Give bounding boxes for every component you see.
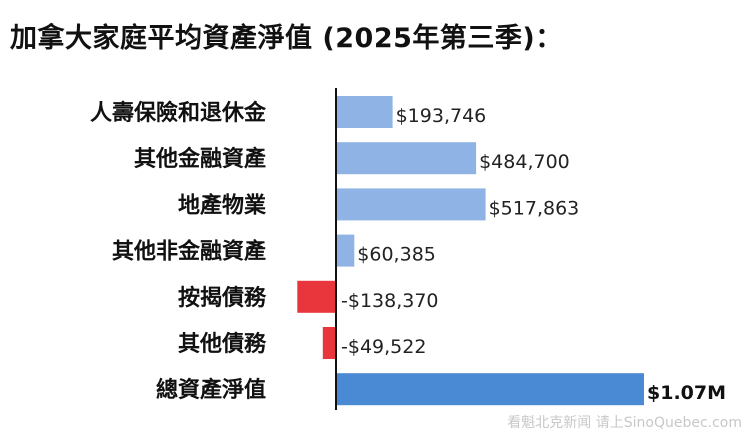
- bar-4: [297, 280, 337, 313]
- bar-0: [337, 96, 393, 128]
- category-label-3: 其他非金融資產: [112, 239, 266, 265]
- bar-6: [337, 373, 644, 406]
- category-label-1: 其他金融資產: [134, 146, 266, 172]
- bars-layer: [297, 96, 644, 406]
- bar-1: [337, 142, 477, 175]
- bar-2: [337, 188, 486, 221]
- bar-3: [337, 234, 355, 267]
- category-label-2: 地產物業: [178, 192, 267, 218]
- value-label-5: -$49,522: [341, 336, 426, 358]
- watermark: 看魁北克新闻 请上SinoQuebec.com: [507, 415, 742, 431]
- category-label-4: 按揭債務: [178, 285, 267, 311]
- labels-layer: 人壽保險和退休金 $193,746 其他金融資產 $484,700 地產物業 $517,8…: [90, 100, 726, 404]
- value-label-0: $193,746: [396, 105, 487, 127]
- category-label-5: 其他債務: [178, 331, 267, 357]
- value-label-3: $60,385: [357, 244, 436, 266]
- value-label-4: -$138,370: [341, 290, 439, 312]
- value-label-2: $517,863: [489, 197, 580, 219]
- chart-title: 加拿大家庭平均資產淨值 (2025年第三季)：: [10, 23, 563, 54]
- category-label-0: 人壽保險和退休金: [90, 100, 267, 126]
- value-label-6: $1.07M: [647, 382, 726, 404]
- value-label-1: $484,700: [479, 151, 570, 173]
- bar-5: [322, 327, 337, 359]
- category-label-6: 總資產淨值: [156, 377, 266, 403]
